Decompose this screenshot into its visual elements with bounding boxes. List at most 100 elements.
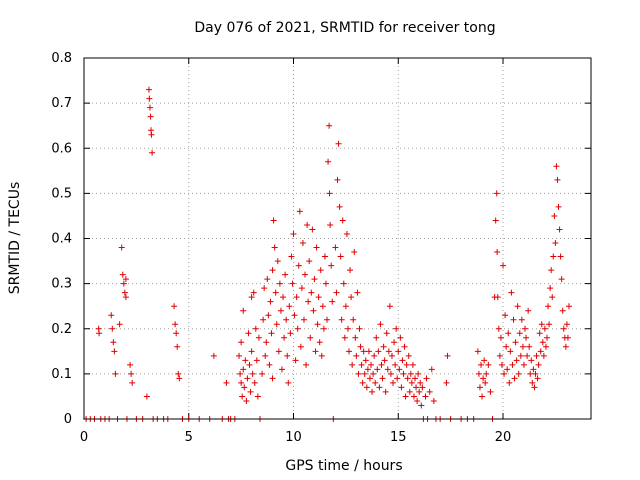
data-point — [355, 370, 362, 377]
data-point — [267, 298, 274, 305]
data-point — [363, 384, 370, 391]
data-point — [483, 370, 490, 377]
data-point — [342, 303, 349, 310]
data-point — [505, 330, 512, 337]
data-point — [281, 334, 288, 341]
data-point — [352, 334, 359, 341]
data-point — [310, 307, 317, 314]
x-tick-label: 20 — [495, 430, 512, 445]
data-point — [390, 379, 397, 386]
data-point — [332, 244, 339, 251]
data-point — [347, 267, 354, 274]
data-point — [479, 393, 486, 400]
data-point — [236, 352, 243, 359]
data-point — [358, 361, 365, 368]
data-point — [333, 289, 340, 296]
data-point — [487, 388, 494, 395]
data-point — [336, 203, 343, 210]
data-point — [391, 339, 398, 346]
data-point — [356, 325, 363, 332]
data-point — [112, 370, 119, 377]
y-tick-label: 0.4 — [51, 232, 72, 247]
data-point — [558, 276, 565, 283]
data-point — [503, 343, 510, 350]
data-point — [500, 262, 507, 269]
data-point — [492, 217, 499, 224]
data-point — [322, 280, 329, 287]
data-point — [143, 393, 150, 400]
data-point — [518, 316, 525, 323]
data-point — [245, 330, 252, 337]
data-point — [370, 370, 377, 377]
data-point — [120, 280, 127, 287]
data-point — [293, 294, 300, 301]
data-point — [239, 393, 246, 400]
data-point — [552, 240, 559, 247]
scatter-series — [83, 86, 573, 422]
data-point — [289, 280, 296, 287]
data-point — [313, 244, 320, 251]
data-point — [341, 334, 348, 341]
data-point — [399, 357, 406, 364]
data-point — [372, 379, 379, 386]
data-point — [562, 343, 569, 350]
data-point — [557, 253, 564, 260]
data-point — [526, 343, 533, 350]
data-point — [507, 348, 514, 355]
data-point — [357, 343, 364, 350]
data-point — [413, 384, 420, 391]
data-point — [498, 361, 505, 368]
data-point — [288, 253, 295, 260]
data-point — [547, 285, 554, 292]
data-point — [385, 348, 392, 355]
data-point — [443, 379, 450, 386]
data-point — [324, 316, 331, 323]
data-point — [302, 271, 309, 278]
data-point — [516, 330, 523, 337]
data-point — [405, 352, 412, 359]
data-point — [147, 113, 154, 120]
data-point — [522, 325, 529, 332]
data-point — [388, 352, 395, 359]
data-point — [555, 203, 562, 210]
data-point — [406, 388, 413, 395]
data-point — [243, 397, 250, 404]
y-tick-label: 0.3 — [51, 277, 72, 292]
data-point — [414, 397, 421, 404]
data-point — [377, 321, 384, 328]
y-tick-label: 0.6 — [51, 141, 72, 156]
data-point — [280, 294, 287, 301]
data-point — [430, 397, 437, 404]
y-tick-label: 0.2 — [51, 322, 72, 337]
data-point — [369, 388, 376, 395]
data-point — [271, 244, 278, 251]
data-point — [311, 276, 318, 283]
data-point — [519, 343, 526, 350]
data-point — [237, 370, 244, 377]
data-point — [343, 230, 350, 237]
data-point — [495, 325, 502, 332]
data-point — [525, 307, 532, 314]
data-point — [528, 357, 535, 364]
data-point — [118, 244, 125, 251]
data-point — [111, 348, 118, 355]
data-point — [542, 343, 549, 350]
x-tick-label: 10 — [285, 430, 302, 445]
x-tick-label: 5 — [185, 430, 193, 445]
data-point — [299, 240, 306, 247]
plot-frame — [83, 57, 592, 420]
data-point — [327, 221, 334, 228]
data-point — [510, 316, 517, 323]
data-point — [375, 348, 382, 355]
data-point — [517, 352, 524, 359]
data-point — [210, 352, 217, 359]
data-point — [122, 294, 129, 301]
data-point — [397, 334, 404, 341]
data-point — [344, 325, 351, 332]
data-point — [524, 352, 531, 359]
x-axis-label: GPS time / hours — [285, 458, 402, 474]
data-point — [396, 366, 403, 373]
data-point — [550, 253, 557, 260]
data-point — [530, 366, 537, 373]
data-point — [556, 226, 563, 233]
